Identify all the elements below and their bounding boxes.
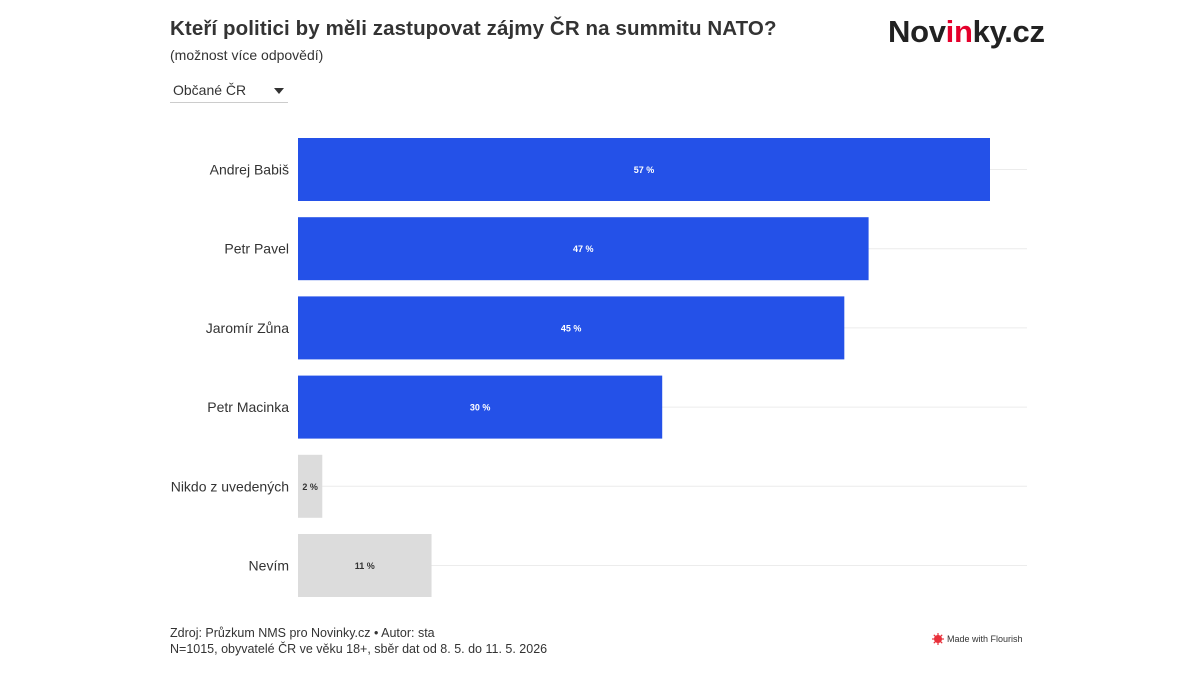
bar [298,217,869,281]
source-line-1: Zdroj: Průzkum NMS pro Novinky.cz • Auto… [170,626,435,640]
logo-accent: in [945,14,973,49]
bar [298,138,990,201]
dropdown-selected-value: Občané ČR [173,82,247,98]
novinky-logo[interactable]: Novinky.cz [888,14,1045,50]
flourish-logo-icon [932,633,944,645]
population-filter-dropdown[interactable]: Občané ČR [170,80,288,103]
chart-subtitle: (možnost více odpovědí) [170,47,324,63]
chart-title: Kteří politici by měli zastupovat zájmy … [170,17,777,40]
source-note: Zdroj: Průzkum NMS pro Novinky.cz • Auto… [170,625,547,657]
source-line-2: N=1015, obyvatelé ČR ve věku 18+, sběr d… [170,642,548,656]
bar [298,534,432,597]
data-label: 30 % [470,403,491,413]
category-label: Jaromír Zůna [206,320,289,336]
bar [298,296,845,360]
data-label: 57 % [634,165,655,175]
data-label: 47 % [573,244,594,254]
category-label: Petr Pavel [224,241,289,257]
data-label: 45 % [561,323,582,333]
flourish-label: Made with Flourish [947,634,1023,644]
data-label: 11 % [355,561,375,571]
caret-down-icon [274,88,284,94]
category-label: Andrej Babiš [210,162,289,178]
bar [298,375,663,439]
category-label: Nikdo z uvedených [171,478,289,494]
logo-prefix: Nov [888,14,946,49]
data-label: 2 % [302,482,318,492]
category-label: Petr Macinka [207,399,289,415]
flourish-credit-link[interactable]: Made with Flourish [932,632,1023,646]
category-label: Nevím [249,558,289,574]
logo-suffix: ky.cz [972,14,1045,49]
bar [298,454,323,518]
